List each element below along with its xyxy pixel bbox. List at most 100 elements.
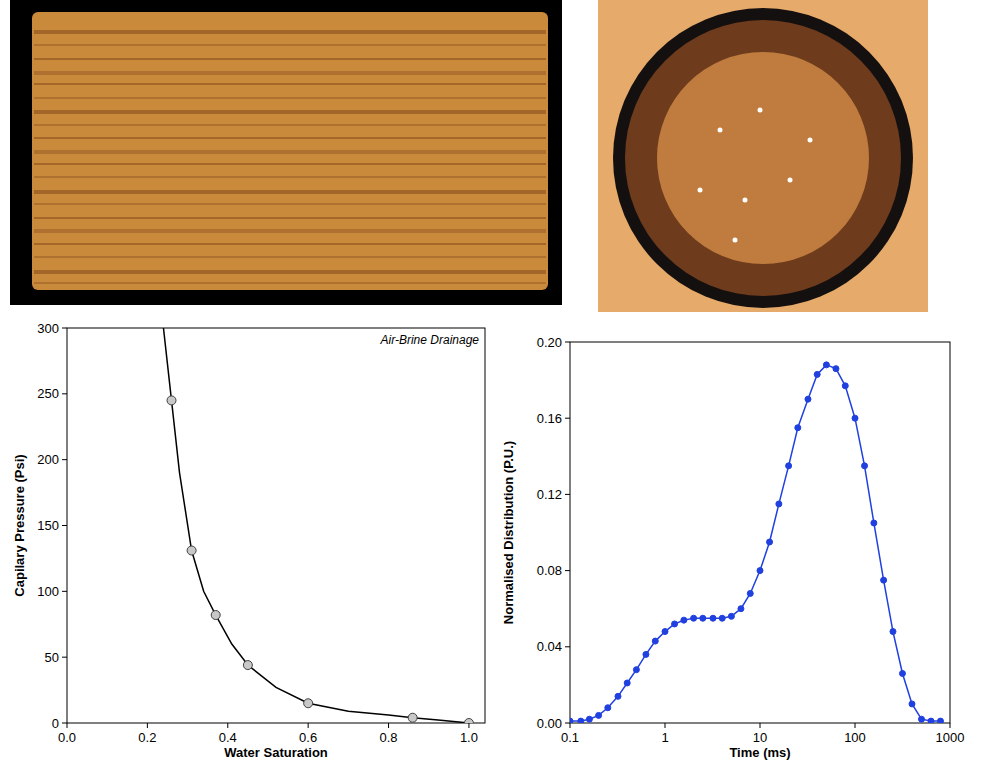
y-tick-label: 0.20: [537, 335, 562, 350]
data-point: [738, 606, 744, 612]
data-point: [586, 716, 592, 722]
grain: [758, 108, 763, 113]
y-tick-label: 0.08: [537, 563, 562, 578]
data-point: [596, 712, 602, 718]
x-tick: [227, 723, 228, 728]
x-tick-label: 1: [661, 730, 668, 745]
data-point: [899, 670, 905, 676]
core-side-image: [10, 0, 562, 305]
y-tick: [565, 646, 570, 647]
grain: [788, 178, 793, 183]
plot-frame: [570, 342, 950, 723]
annotation: Air-Brine Drainage: [380, 333, 480, 347]
data-point: [408, 713, 417, 722]
lamination: [34, 44, 546, 46]
x-tick-label: 0.1: [561, 730, 579, 745]
chart: 0501001502002503000.00.20.40.60.81.0Wate…: [12, 321, 485, 761]
data-point: [710, 615, 716, 621]
data-point: [243, 661, 252, 670]
x-tick-label: 10: [753, 730, 767, 745]
grain: [733, 238, 738, 243]
data-point: [842, 383, 848, 389]
image-background: [10, 0, 562, 305]
data-point: [615, 693, 621, 699]
lamination: [34, 150, 546, 154]
lamination: [34, 229, 546, 233]
data-point: [624, 680, 630, 686]
lamination: [34, 163, 546, 165]
y-tick-label: 100: [37, 584, 59, 599]
y-axis-title: Capilary Pressure (Psi): [12, 454, 27, 596]
y-tick: [565, 494, 570, 495]
x-tick: [855, 723, 856, 728]
data-point: [823, 362, 829, 368]
y-tick: [565, 342, 570, 343]
data-point: [681, 617, 687, 623]
x-tick-label: 0.4: [219, 730, 237, 745]
y-tick: [62, 525, 67, 526]
x-tick-label: 100: [844, 730, 866, 745]
lamination: [34, 190, 546, 194]
x-tick: [760, 723, 761, 728]
data-point: [937, 718, 943, 723]
lamination: [34, 176, 546, 178]
y-tick: [62, 657, 67, 658]
data-point: [805, 396, 811, 402]
y-tick-label: 150: [37, 518, 59, 533]
y-tick-label: 200: [37, 452, 59, 467]
image-background: [598, 0, 928, 312]
y-tick-label: 0.16: [537, 411, 562, 426]
x-tick-label: 1000: [936, 730, 965, 745]
data-point: [700, 615, 706, 621]
x-tick: [950, 723, 951, 728]
data-point: [304, 699, 313, 708]
x-tick-label: 0.6: [299, 730, 317, 745]
data-point: [795, 425, 801, 431]
y-tick: [62, 591, 67, 592]
lamination: [34, 71, 546, 75]
data-point: [691, 615, 697, 621]
data-point: [833, 366, 839, 372]
y-tick-label: 0.12: [537, 487, 562, 502]
core-section: [657, 52, 869, 264]
series-line: [570, 365, 940, 721]
y-tick: [565, 418, 570, 419]
lamination: [34, 30, 546, 34]
data-point: [767, 539, 773, 545]
x-tick: [308, 723, 309, 728]
x-tick: [468, 723, 469, 728]
data-point: [871, 520, 877, 526]
lamination: [34, 137, 546, 139]
data-point: [605, 705, 611, 711]
lamination: [34, 243, 546, 245]
grain: [698, 188, 703, 193]
series-line: [163, 328, 468, 723]
data-point: [719, 615, 725, 621]
lamination: [34, 282, 546, 284]
data-point: [890, 629, 896, 635]
lamination: [34, 110, 546, 114]
data-point: [652, 638, 658, 644]
x-tick: [67, 723, 68, 728]
data-point: [578, 718, 584, 723]
y-tick: [565, 723, 570, 724]
grain: [718, 128, 723, 133]
data-point: [187, 546, 196, 555]
data-point: [757, 568, 763, 574]
data-point: [633, 667, 639, 673]
x-tick: [665, 723, 666, 728]
y-tick: [62, 723, 67, 724]
data-point: [909, 701, 915, 707]
y-tick-label: 50: [45, 650, 59, 665]
data-point: [747, 590, 753, 596]
lamination: [34, 83, 546, 85]
chart: 0.000.040.080.120.160.200.11101001000Tim…: [501, 335, 964, 761]
x-tick-label: 1.0: [460, 730, 478, 745]
x-tick-label: 0.8: [379, 730, 397, 745]
data-point: [852, 415, 858, 421]
data-point: [862, 463, 868, 469]
y-tick: [62, 459, 67, 460]
grain: [743, 198, 748, 203]
y-tick-label: 250: [37, 386, 59, 401]
x-axis-title: Water Saturation: [224, 745, 328, 760]
